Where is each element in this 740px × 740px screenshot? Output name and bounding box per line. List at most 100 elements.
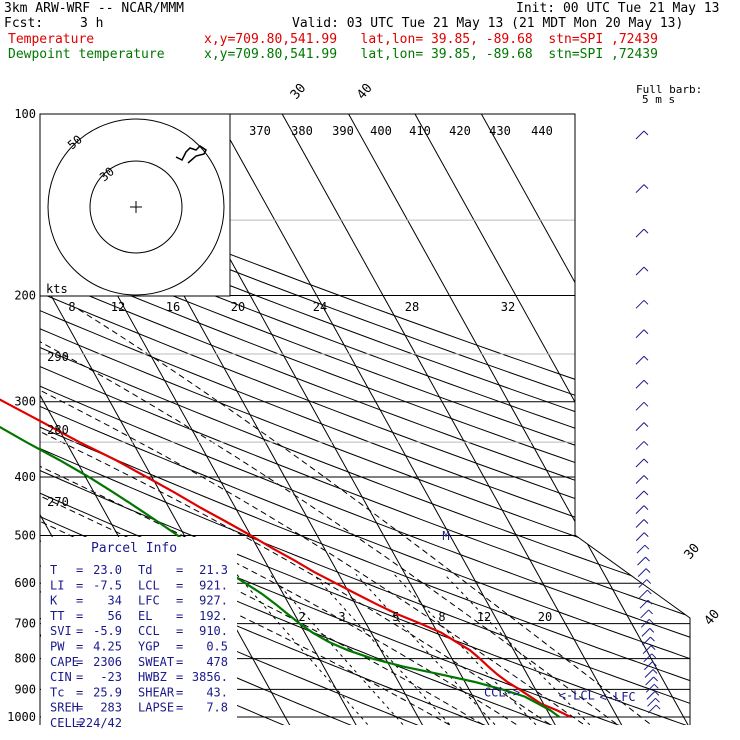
theta-label: 280 [47,423,69,437]
theta-label: 270 [47,495,69,509]
parcel-info-cell: T [50,563,57,577]
wind-barb-staff [635,519,645,528]
moist-adiabat-line [40,307,592,725]
wind-barb-staff [635,475,645,484]
dry-adiabat-line [40,114,690,725]
dry-adiabat-line [40,114,690,725]
plot-border [40,113,691,725]
wind-barb-staff [637,556,646,566]
hodograph-units: kts [46,282,68,296]
dry-adiabat-line [40,114,690,725]
wind-barb-flag [650,636,655,642]
mixing-ratio-line [393,573,542,725]
wind-barb-staff [637,568,647,577]
parcel-info-cell: 34 [108,594,122,608]
parcel-info-cell: = [76,685,83,699]
wind-barb-flag [653,683,659,689]
parcel-info-cell: LI [50,578,64,592]
parcel-info-cell: 23.0 [93,563,122,577]
theta-label: 380 [291,124,313,138]
wind-barb-staff [635,490,645,500]
dry-adiabat-line [40,114,690,725]
parcel-info-cell: = [176,640,183,654]
wind-barb-flag [643,519,649,524]
parcel-info-cell: YGP [138,640,160,654]
mixing-ratio-line [269,573,408,725]
hodograph-ring-50 [47,118,225,296]
parcel-info-cell: 927. [199,594,228,608]
temperature-label: 40 [354,81,376,103]
mixing-ratio-label: 3 [338,610,345,624]
moist-adiabat-line [40,307,492,725]
pressure-label: 100 [14,107,36,121]
wind-barb-staff [644,669,654,678]
parcel-info-cell: LCL [138,578,160,592]
parcel-info-cell: CIN [50,670,72,684]
pressure-label: 600 [14,576,36,590]
wind-barb-staff [635,422,645,431]
wind-barb-staff [635,401,645,411]
valid-time: Valid: 03 UTC Tue 21 May 13 (21 MDT Mon … [292,16,684,31]
wind-barb-flag [643,184,649,189]
dry-adiabat-line [40,114,690,725]
dry-adiabat-line [40,114,690,725]
temperature-label: 30 [288,81,310,103]
wind-barb-flag [647,599,653,605]
pressure-label: 500 [14,528,36,542]
wind-barb-flag [645,568,651,573]
wind-barb-unit: 5 m s [642,93,675,106]
pressure-label: 800 [14,652,36,666]
wind-barb-staff [645,683,655,693]
dry-adiabat-line [40,114,690,725]
mixing-ratio-line [236,573,373,725]
wind-barb-staff [635,299,645,309]
parcel-info-cell: CCL [138,624,160,638]
parcel-info-cell: 7.8 [206,701,228,715]
wind-barb-flag [643,458,649,464]
parcel-info-title: Parcel Info [91,541,177,556]
wind-barb-staff [640,609,649,619]
wind-barb-flag [651,653,657,659]
wind-barb-staff [641,628,651,637]
parcel-info-cell: SWEAT [138,655,174,669]
dry-adiabat-line [40,114,690,725]
theta-label: 290 [47,350,69,364]
parcel-info-cell: 910. [199,624,228,638]
wind-barb-staff [639,589,648,599]
parcel-info-cell: 921. [199,578,228,592]
model-title: 3km ARW-WRF -- NCAR/MMM [4,1,185,16]
hodograph-speed-label: 20 [231,300,245,314]
wind-barb-flag [643,401,649,407]
isotherm-line [399,114,690,725]
parcel-info-cell: = [76,563,83,577]
parcel-info-cell: 283 [100,701,122,715]
wind-barb-flag [643,490,649,496]
wind-barb-flag [643,228,649,234]
temperature-location-info: x,y=709.80,541.99 lat,lon= 39.85, -89.68… [204,32,658,47]
parcel-info-cell: = [76,578,83,592]
dry-adiabat-line [40,114,690,725]
parcel-info-cell: 478 [206,655,228,669]
dry-adiabat-line [40,114,690,725]
parcel-info-cell: = [176,624,183,638]
parcel-info-cell: 4.25 [93,640,122,654]
parcel-info-cell: 56 [108,609,122,623]
wind-barb-flag [648,609,653,615]
slant-axis-label: 30 [682,541,704,563]
wind-barb-flag [643,299,649,305]
theta-label: 400 [370,124,392,138]
parcel-info-cell: SHEAR [138,685,175,699]
wind-barb-staff [635,441,645,450]
level-marker: <-LFC [600,690,636,704]
wind-barb-flag [643,532,649,538]
temperature-trace [0,398,572,718]
dry-adiabat-line [40,114,690,725]
dewpoint-legend: Dewpoint temperature [8,47,165,62]
parcel-info-cell: EL [138,609,152,623]
isotherm-line [40,114,300,725]
level-marker: CCL-> [484,685,520,699]
dry-adiabat-line [40,114,690,725]
isotherm-line [200,114,566,725]
parcel-info-cell: 192. [199,609,228,623]
parcel-info-cell: TT [50,609,64,623]
